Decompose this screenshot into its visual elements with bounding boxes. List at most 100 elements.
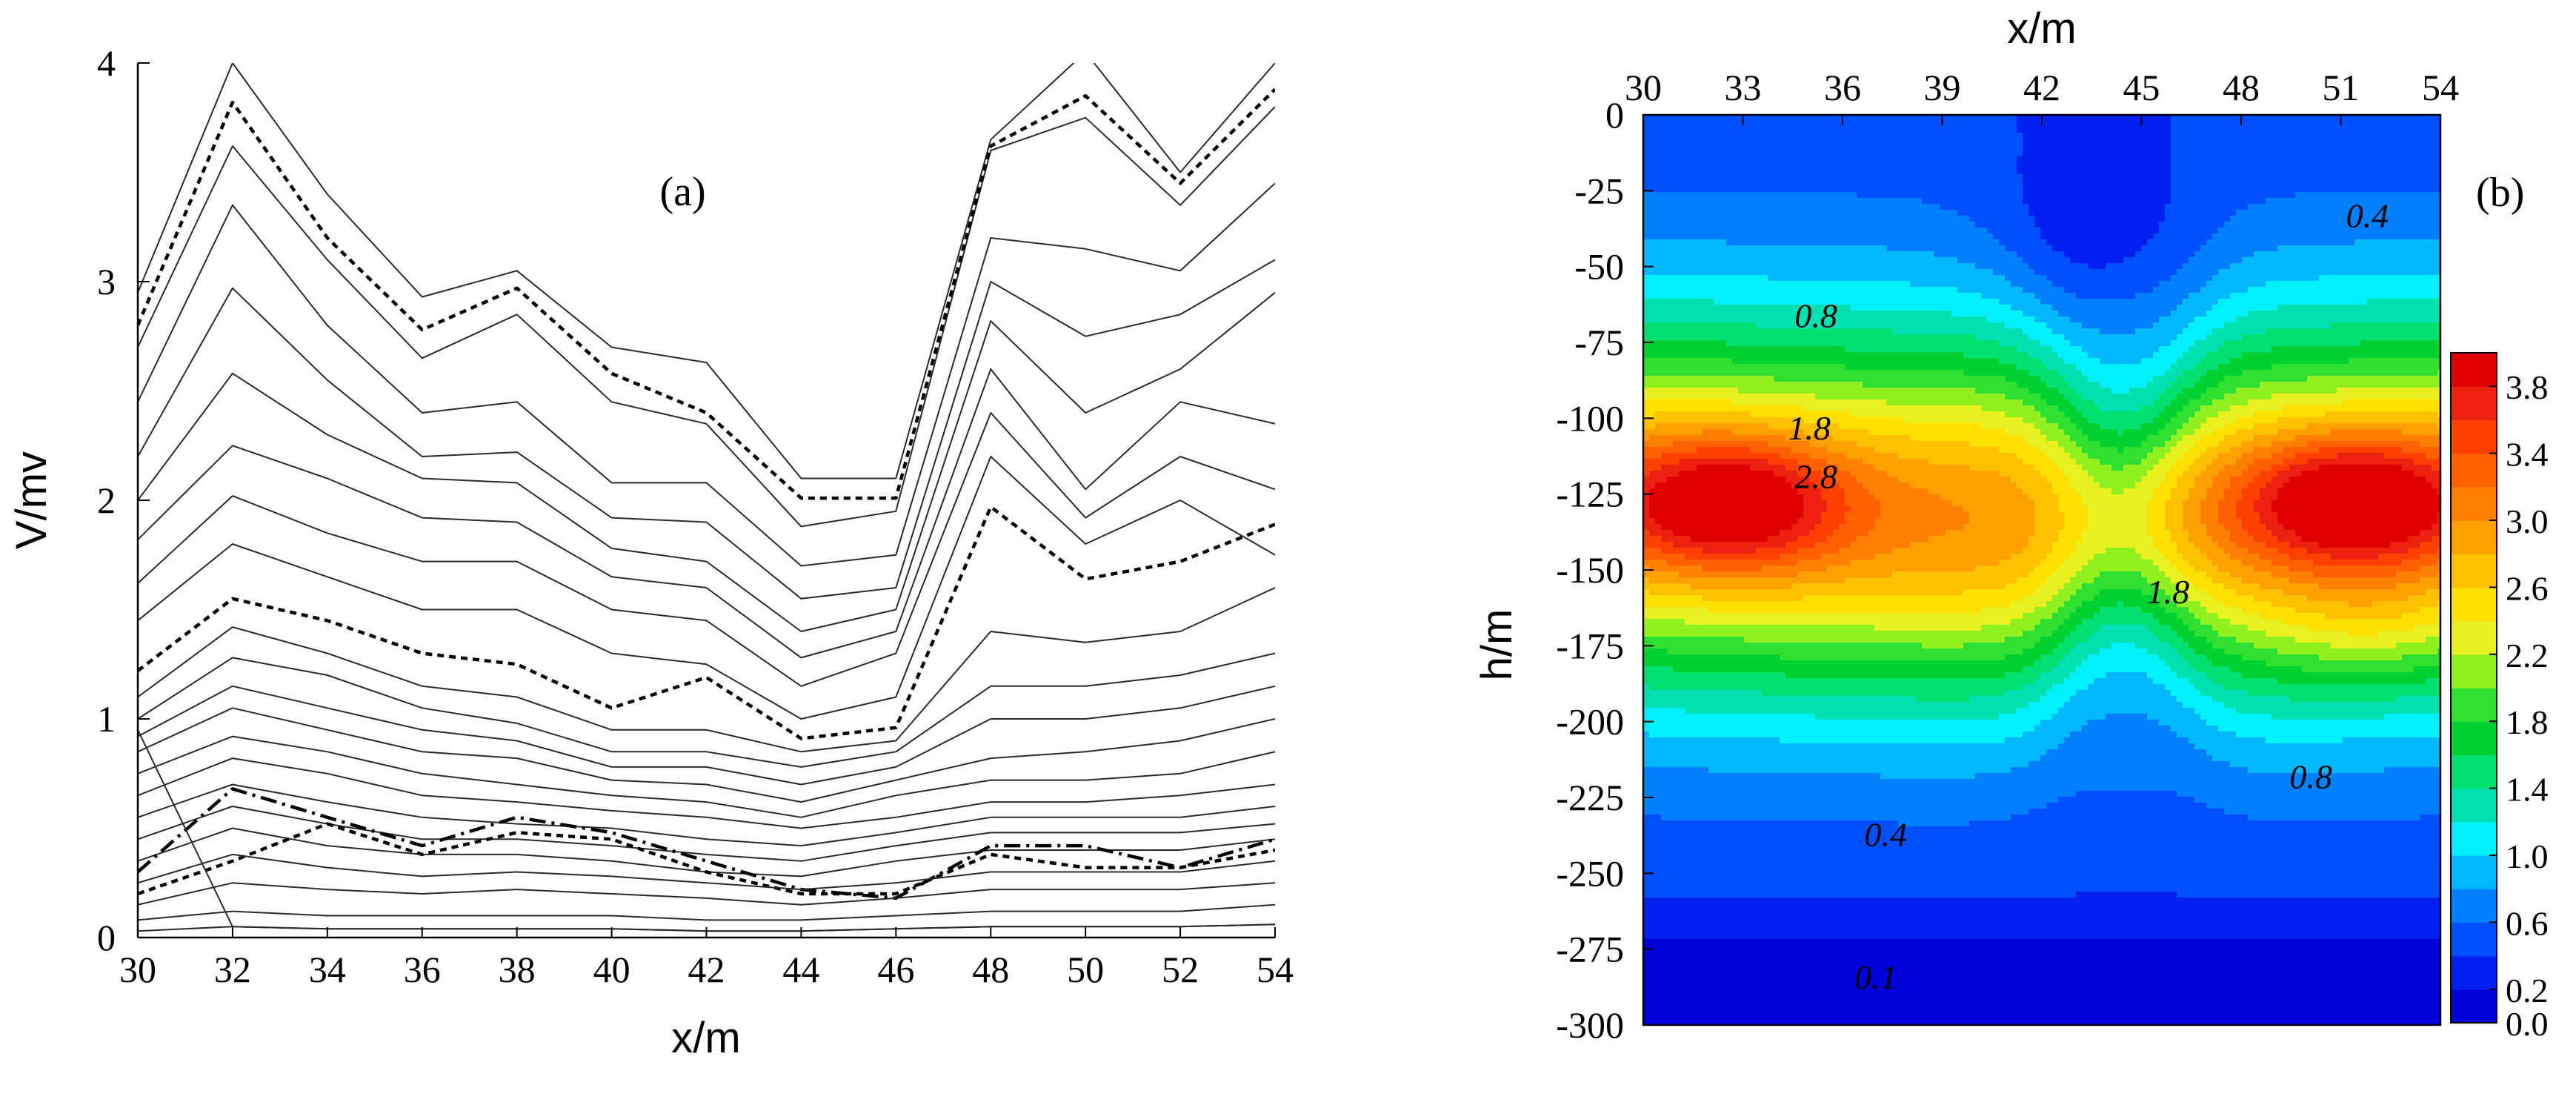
contour-cell <box>2200 423 2225 430</box>
contour-cell <box>1821 554 1875 560</box>
contour-cell <box>2307 548 2409 554</box>
contour-cell <box>2023 732 2071 738</box>
contour-cell <box>2289 554 2332 560</box>
contour-cell <box>2171 311 2207 317</box>
x-tick-label: 34 <box>309 949 346 990</box>
contour-cell <box>2319 447 2403 454</box>
contour-cell <box>2260 471 2278 477</box>
contour-cell <box>2046 382 2071 388</box>
contour-cell <box>1643 494 1650 501</box>
y-tick-label: -225 <box>1556 777 1624 818</box>
contour-cell <box>2248 287 2440 293</box>
x-tick-group: 30 33 36 39 42 45 48 51 54 <box>1625 67 2459 125</box>
contour-cell <box>2212 696 2290 703</box>
y-axis-label: V/mv <box>7 451 56 549</box>
contour-cell <box>2183 524 2207 531</box>
contour-cell <box>2277 536 2302 543</box>
contour-cell <box>2319 654 2403 661</box>
line-series-dashed-lower <box>138 822 1275 896</box>
contour-cell <box>1963 506 2035 513</box>
contour-cell <box>2046 749 2207 756</box>
y-tick-label: -200 <box>1556 701 1624 743</box>
contour-cell <box>1981 405 2035 412</box>
contour-cell <box>2420 607 2440 614</box>
colorbar-band <box>2451 486 2497 521</box>
contour-cell <box>2165 405 2183 412</box>
contour-cell <box>1785 465 1810 471</box>
contour-cell <box>2111 488 2124 495</box>
contour-cell <box>2165 204 2249 210</box>
line-series-dashed-middle <box>138 505 1275 740</box>
contour-cell <box>1643 737 1780 744</box>
contour-cell <box>1774 471 1798 477</box>
contour-cell <box>2212 305 2278 311</box>
contour-cell <box>1762 565 1828 572</box>
contour-cell <box>2100 459 2142 465</box>
contour-cell <box>1863 382 2017 388</box>
contour-cell <box>2106 548 2136 554</box>
contour-cell <box>1821 512 1846 519</box>
contour-cell <box>2017 115 2171 122</box>
contour-cell <box>2076 589 2100 596</box>
contour-cell <box>2437 548 2440 554</box>
contour-cell <box>2319 542 2391 548</box>
contour-cell <box>2194 583 2225 590</box>
contour-cell <box>2206 530 2231 537</box>
contour-cell <box>1643 506 1650 513</box>
contour-cell <box>1643 672 1786 679</box>
contour-cell <box>2200 518 2219 525</box>
contour-cell <box>1732 429 1804 436</box>
contour-cell <box>2212 459 2237 465</box>
contour-cell <box>1643 269 1994 276</box>
contour-cell <box>1851 506 1881 513</box>
contour-cell <box>1975 773 2440 780</box>
contour-cell <box>1643 660 2035 667</box>
contour-cell <box>2147 714 2201 720</box>
contour-cell <box>2135 251 2195 258</box>
contour-cell <box>2254 643 2332 649</box>
contour-cell <box>2023 631 2053 637</box>
colorbar-tick-label: 2.2 <box>2506 637 2549 674</box>
contour-cell <box>2177 429 2195 436</box>
contour-cell <box>2212 660 2266 667</box>
contour-cell <box>2034 405 2059 412</box>
contour-cell <box>2206 654 2243 661</box>
contour-cell <box>2023 459 2053 465</box>
contour-cell <box>2076 405 2100 412</box>
contour-cell <box>2147 672 2177 679</box>
y-tick-label: -175 <box>1556 625 1624 666</box>
contour-cell <box>1685 619 2011 626</box>
contour-cell <box>2426 589 2440 596</box>
contour-cell <box>2171 530 2189 537</box>
contour-cell <box>1803 512 1822 519</box>
contour-cell <box>1655 518 1798 525</box>
contour-cell <box>1750 465 1786 471</box>
contour-cell <box>1643 886 2440 892</box>
contour-cell <box>1845 488 1869 495</box>
contour-cell <box>1738 388 1976 394</box>
contour-cell <box>2046 364 2077 371</box>
contour-cell <box>1863 459 1928 465</box>
contour-cell <box>1643 281 1911 288</box>
contour-cell <box>1643 435 1650 442</box>
contour-cell <box>2212 577 2243 584</box>
contour-cell <box>2171 192 2296 199</box>
contour-cell <box>1821 488 1846 495</box>
contour-cell <box>2307 376 2440 382</box>
contour-cell <box>2283 524 2432 531</box>
contour-cell <box>1643 803 2047 809</box>
contour-cell <box>2189 595 2213 602</box>
contour-cell <box>2283 405 2440 412</box>
contour-cell <box>1999 447 2041 454</box>
contour-cell <box>2171 145 2440 151</box>
y-tick-label: -100 <box>1556 397 1624 439</box>
contour-cell <box>2224 376 2308 382</box>
contour-cell <box>2023 139 2171 145</box>
contour-cell <box>1999 560 2041 566</box>
contour-cell <box>2165 660 2189 667</box>
contour-cell <box>1928 536 2029 543</box>
contour-cell <box>1839 465 1875 471</box>
contour-cell <box>2212 482 2231 489</box>
contour-cell <box>2082 619 2160 626</box>
contour-cell <box>1643 915 2440 922</box>
